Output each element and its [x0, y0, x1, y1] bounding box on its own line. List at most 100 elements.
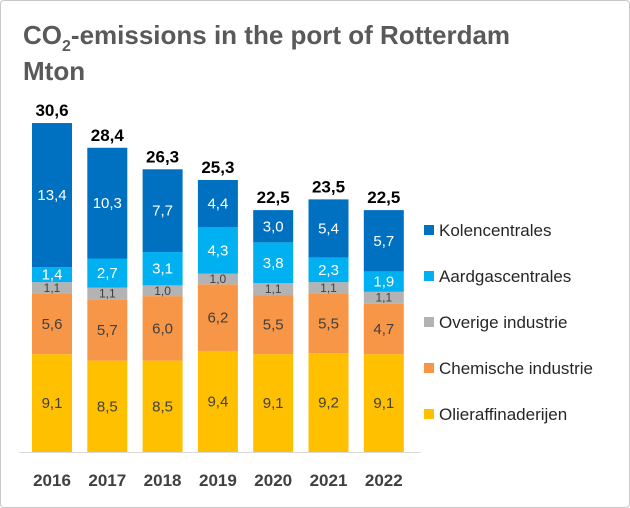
data-label-kolencentrales-2018: 7,7: [152, 203, 173, 220]
bar-stack-group: 9,15,61,11,413,430,620168,55,71,12,710,3…: [19, 101, 421, 490]
bar-segment-kolencentrales-2021: [308, 199, 349, 258]
bar-segment-olieraffinaderijen-2018: [142, 360, 183, 452]
bar-segment-olieraffinaderijen-2022: [363, 354, 404, 452]
chart-title: CO2-emissions in the port of Rotterdam: [23, 20, 510, 55]
data-label-chemische-industrie-2016: 5,6: [42, 316, 63, 333]
legend-label-overige-industrie: Overige industrie: [439, 313, 568, 332]
bar-segment-overige-industrie-2019: [197, 273, 238, 285]
data-label-olieraffinaderijen-2020: 9,1: [263, 395, 284, 412]
data-label-overige-industrie-2019: 1,0: [210, 272, 227, 286]
legend: Kolencentrales Aardgascentrales Overige in…: [424, 221, 593, 424]
bar-segment-overige-industrie-2022: [363, 291, 404, 304]
data-label-kolencentrales-2021: 5,4: [318, 220, 339, 237]
bar-segment-overige-industrie-2017: [87, 287, 128, 300]
data-label-kolencentrales-2016: 13,4: [37, 187, 66, 204]
bar-segment-overige-industrie-2018: [142, 285, 183, 297]
legend-swatch-overige-industrie: [424, 317, 434, 327]
data-label-kolencentrales-2017: 10,3: [93, 195, 122, 212]
total-label-2020: 22,5: [257, 188, 290, 207]
data-label-overige-industrie-2020: 1,1: [265, 282, 282, 296]
data-label-olieraffinaderijen-2022: 9,1: [373, 395, 394, 412]
bar-segment-aardgascentrales-2018: [142, 252, 183, 286]
data-label-aardgascentrales-2020: 3,8: [263, 255, 284, 272]
data-label-overige-industrie-2016: 1,1: [44, 281, 61, 295]
data-label-olieraffinaderijen-2017: 8,5: [97, 398, 118, 415]
data-label-aardgascentrales-2017: 2,7: [97, 265, 118, 282]
total-label-2019: 25,3: [201, 158, 234, 177]
bar-segment-kolencentrales-2020: [253, 210, 294, 243]
bar-segment-aardgascentrales-2021: [308, 257, 349, 283]
x-tick-2021: 2021: [310, 471, 348, 490]
bar-segment-chemische-industrie-2022: [363, 303, 404, 355]
chart-title-rest: -emissions in the port of Rotterdam: [71, 20, 510, 50]
total-label-2018: 26,3: [146, 147, 179, 166]
x-tick-2018: 2018: [144, 471, 182, 490]
bar-segment-olieraffinaderijen-2019: [197, 350, 238, 452]
data-label-kolencentrales-2020: 3,0: [263, 218, 284, 235]
legend-label-aardgascentrales: Aardgascentrales: [439, 267, 571, 286]
legend-swatch-olieraffinaderijen: [424, 409, 434, 419]
bar-segment-kolencentrales-2016: [32, 123, 72, 268]
bar-segment-olieraffinaderijen-2020: [253, 354, 294, 452]
data-label-olieraffinaderijen-2018: 8,5: [152, 398, 173, 415]
data-label-olieraffinaderijen-2019: 9,4: [207, 393, 228, 410]
data-label-overige-industrie-2022: 1,1: [375, 291, 392, 305]
data-label-chemische-industrie-2021: 5,5: [318, 316, 339, 333]
x-tick-2017: 2017: [88, 471, 126, 490]
x-tick-2019: 2019: [199, 471, 237, 490]
bar-segment-aardgascentrales-2019: [197, 227, 238, 274]
x-tick-2020: 2020: [254, 471, 292, 490]
bar-segment-chemische-industrie-2017: [87, 299, 128, 361]
chart-title-co: CO: [23, 20, 62, 50]
data-label-aardgascentrales-2019: 4,3: [207, 242, 228, 259]
bar-segment-chemische-industrie-2021: [308, 293, 349, 354]
legend-label-olieraffinaderijen: Olieraffinaderijen: [439, 405, 567, 424]
legend-label-kolencentrales: Kolencentrales: [439, 221, 551, 240]
bar-segment-chemische-industrie-2019: [197, 284, 238, 351]
legend-label-chemische-industrie: Chemische industrie: [439, 359, 593, 378]
x-tick-2022: 2022: [365, 471, 403, 490]
data-label-aardgascentrales-2022: 1,9: [373, 274, 394, 291]
chart-title-subscript: 2: [62, 38, 71, 55]
bar-segment-overige-industrie-2021: [308, 282, 349, 294]
bar-segment-overige-industrie-2020: [253, 283, 294, 296]
data-label-aardgascentrales-2018: 3,1: [152, 261, 173, 278]
bar-segment-kolencentrales-2022: [363, 210, 404, 272]
legend-swatch-aardgascentrales: [424, 271, 434, 281]
bar-segment-olieraffinaderijen-2021: [308, 353, 349, 452]
bar-segment-aardgascentrales-2020: [253, 242, 294, 284]
bar-segment-kolencentrales-2017: [87, 147, 128, 259]
data-label-chemische-industrie-2022: 4,7: [373, 321, 394, 338]
bar-segment-olieraffinaderijen-2016: [32, 354, 72, 452]
bar-segment-aardgascentrales-2016: [32, 267, 72, 283]
x-tick-2016: 2016: [33, 471, 71, 490]
legend-swatch-kolencentrales: [424, 225, 434, 235]
bar-segment-olieraffinaderijen-2017: [87, 360, 128, 452]
data-label-chemische-industrie-2018: 6,0: [152, 320, 173, 337]
total-label-2017: 28,4: [91, 126, 125, 145]
total-label-2022: 22,5: [367, 188, 400, 207]
data-label-aardgascentrales-2016: 1,4: [42, 267, 63, 284]
total-label-2021: 23,5: [312, 177, 345, 196]
data-label-olieraffinaderijen-2021: 9,2: [318, 395, 339, 412]
data-label-kolencentrales-2022: 5,7: [373, 233, 394, 250]
bar-segment-aardgascentrales-2022: [363, 271, 404, 292]
data-label-aardgascentrales-2021: 2,3: [318, 262, 339, 279]
bar-segment-chemische-industrie-2016: [32, 293, 72, 355]
bar-segment-overige-industrie-2016: [32, 282, 72, 294]
data-label-chemische-industrie-2020: 5,5: [263, 317, 284, 334]
data-label-chemische-industrie-2017: 5,7: [97, 322, 118, 339]
data-label-olieraffinaderijen-2016: 9,1: [42, 395, 63, 412]
bar-segment-chemische-industrie-2020: [253, 295, 294, 355]
legend-swatch-chemische-industrie: [424, 363, 434, 373]
data-label-overige-industrie-2017: 1,1: [99, 286, 116, 300]
data-label-chemische-industrie-2019: 6,2: [207, 310, 228, 327]
data-label-kolencentrales-2019: 4,4: [207, 196, 228, 213]
bar-segment-kolencentrales-2019: [197, 180, 238, 228]
bar-segment-kolencentrales-2018: [142, 169, 183, 253]
data-label-overige-industrie-2018: 1,0: [154, 284, 171, 298]
bar-segment-chemische-industrie-2018: [142, 296, 183, 361]
bar-segment-aardgascentrales-2017: [87, 258, 128, 288]
total-label-2016: 30,6: [35, 101, 68, 120]
